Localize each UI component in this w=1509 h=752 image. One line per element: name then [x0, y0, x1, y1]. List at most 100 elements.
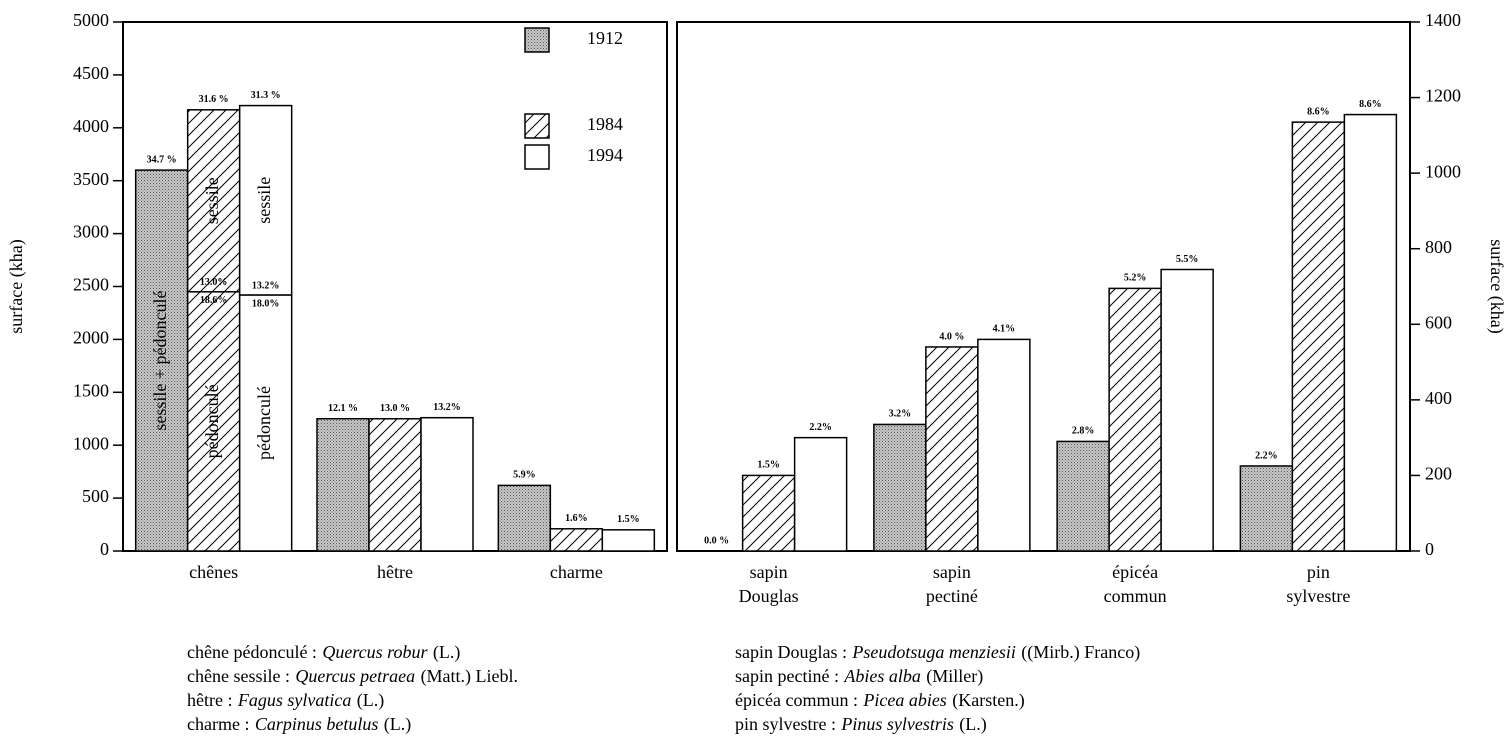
legend-label: 1984: [587, 114, 623, 134]
note-author: (Miller): [926, 666, 984, 686]
bar: [601, 529, 656, 552]
y-tick-label: 400: [1425, 388, 1452, 408]
x-tick-label: pin: [1307, 562, 1330, 582]
note-line: hêtre : Fagus sylvatica (L.): [187, 688, 518, 712]
segment-share-label: 18.0%: [252, 298, 280, 309]
y-tick-label: 3500: [73, 169, 109, 189]
note-latin: Picea abies: [863, 690, 947, 710]
note-line: sapin Douglas : Pseudotsuga menziesii ((Mi…: [735, 640, 1140, 664]
note-common: hêtre :: [187, 690, 233, 710]
y-tick-label: 1000: [1425, 161, 1461, 181]
bar: [793, 436, 848, 552]
share-label: 31.3 %: [251, 90, 281, 101]
x-tick-label: pectiné: [926, 586, 978, 606]
bar: [1056, 440, 1110, 552]
y-tick-label: 1400: [1425, 10, 1461, 30]
segment-share-label: 18.6%: [200, 295, 228, 306]
y-tick-label: 0: [100, 539, 109, 559]
y-axis-label: surface (kha): [6, 239, 27, 333]
note-common: charme :: [187, 714, 250, 734]
note-latin: Quercus robur: [322, 642, 428, 662]
y-tick-label: 2500: [73, 275, 109, 295]
note-author: (L.): [432, 642, 461, 662]
x-tick-label: Douglas: [739, 586, 799, 606]
bar: [1239, 465, 1294, 552]
share-label: 31.6 %: [199, 94, 229, 105]
share-label: 1.5%: [757, 460, 780, 471]
y-tick-label: 4500: [73, 63, 109, 83]
note-latin: Quercus petraea: [295, 666, 416, 686]
x-tick-label: charme: [550, 562, 603, 582]
share-label: 2.2%: [1255, 450, 1278, 461]
segment-label: sessile: [202, 177, 222, 224]
note-author: (L.): [959, 714, 987, 734]
y-tick-label: 1200: [1425, 86, 1461, 106]
y-tick-label: 5000: [73, 10, 109, 30]
note-author: (L.): [356, 690, 385, 710]
share-label: 34.7 %: [147, 154, 177, 165]
note-author: (Karsten.): [952, 690, 1025, 710]
note-common: pin sylvestre :: [735, 714, 836, 734]
legend-label: 1994: [587, 145, 623, 165]
note-latin: Carpinus betulus: [254, 714, 379, 734]
y-axis-label: surface (kha): [1486, 239, 1507, 333]
note-line: épicéa commun : Picea abies (Karsten.): [735, 688, 1140, 712]
note-line: chêne sessile : Quercus petraea (Matt.) Li…: [187, 664, 518, 688]
note-line: sapin pectiné : Abies alba (Miller): [735, 664, 1140, 688]
legend-swatch: [524, 27, 550, 53]
y-tick-label: 1000: [73, 433, 109, 453]
bar: [977, 338, 1031, 552]
bar: [925, 346, 979, 552]
chart: 0500100015002000250030003500400045005000…: [6, 10, 1507, 606]
notes-left: chêne pédonculé : Quercus robur (L.) chêne …: [187, 640, 518, 736]
note-latin: Fagus sylvatica: [237, 690, 352, 710]
segment-share-label: 13.2%: [252, 280, 280, 291]
y-tick-label: 2000: [73, 328, 109, 348]
share-label: 4.0 %: [939, 331, 964, 342]
bar: [873, 423, 927, 552]
note-author: (Matt.) Liebl.: [420, 666, 519, 686]
share-label: 12.1 %: [328, 403, 358, 414]
legend-swatch: [524, 113, 550, 139]
x-tick-label: sylvestre: [1286, 586, 1350, 606]
note-author: (L.): [383, 714, 412, 734]
segment-label: pédonculé: [202, 384, 222, 458]
share-label: 0.0 %: [704, 535, 729, 546]
y-tick-label: 600: [1425, 312, 1452, 332]
share-label: 1.5%: [617, 514, 640, 525]
inner-label: sessile + pédonculé: [150, 290, 170, 430]
note-common: sapin pectiné :: [735, 666, 839, 686]
segment-share-label: 13.0%: [200, 277, 228, 288]
share-label: 8.6%: [1307, 106, 1330, 117]
panel-frame: [676, 21, 1411, 552]
y-tick-label: 3000: [73, 222, 109, 242]
y-tick-label: 1500: [73, 380, 109, 400]
bar: [741, 474, 796, 552]
share-label: 13.2%: [433, 402, 461, 413]
bar: [497, 484, 552, 552]
bar: [316, 418, 370, 552]
bar: [1108, 287, 1162, 552]
share-label: 1.6%: [565, 513, 588, 524]
note-latin: Abies alba: [844, 666, 921, 686]
bar-segment: [238, 294, 293, 552]
y-tick-label: 200: [1425, 464, 1452, 484]
note-common: chêne sessile :: [187, 666, 290, 686]
share-label: 5.5%: [1176, 254, 1199, 265]
note-common: épicéa commun :: [735, 690, 858, 710]
note-line: chêne pédonculé : Quercus robur (L.): [187, 640, 518, 664]
note-latin: Pseudotsuga menziesii: [852, 642, 1016, 662]
share-label: 13.0 %: [380, 403, 410, 414]
segment-label: pédonculé: [254, 386, 274, 460]
bar: [420, 416, 474, 552]
share-label: 4.1%: [993, 324, 1016, 335]
y-tick-label: 4000: [73, 116, 109, 136]
note-common: sapin Douglas :: [735, 642, 847, 662]
note-author: ((Mirb.) Franco): [1021, 642, 1141, 662]
note-line: pin sylvestre : Pinus sylvestris (L.): [735, 712, 1140, 736]
share-label: 3.2%: [889, 409, 912, 420]
legend-swatch: [524, 144, 550, 170]
share-label: 5.2%: [1124, 273, 1147, 284]
bar: [134, 169, 189, 552]
